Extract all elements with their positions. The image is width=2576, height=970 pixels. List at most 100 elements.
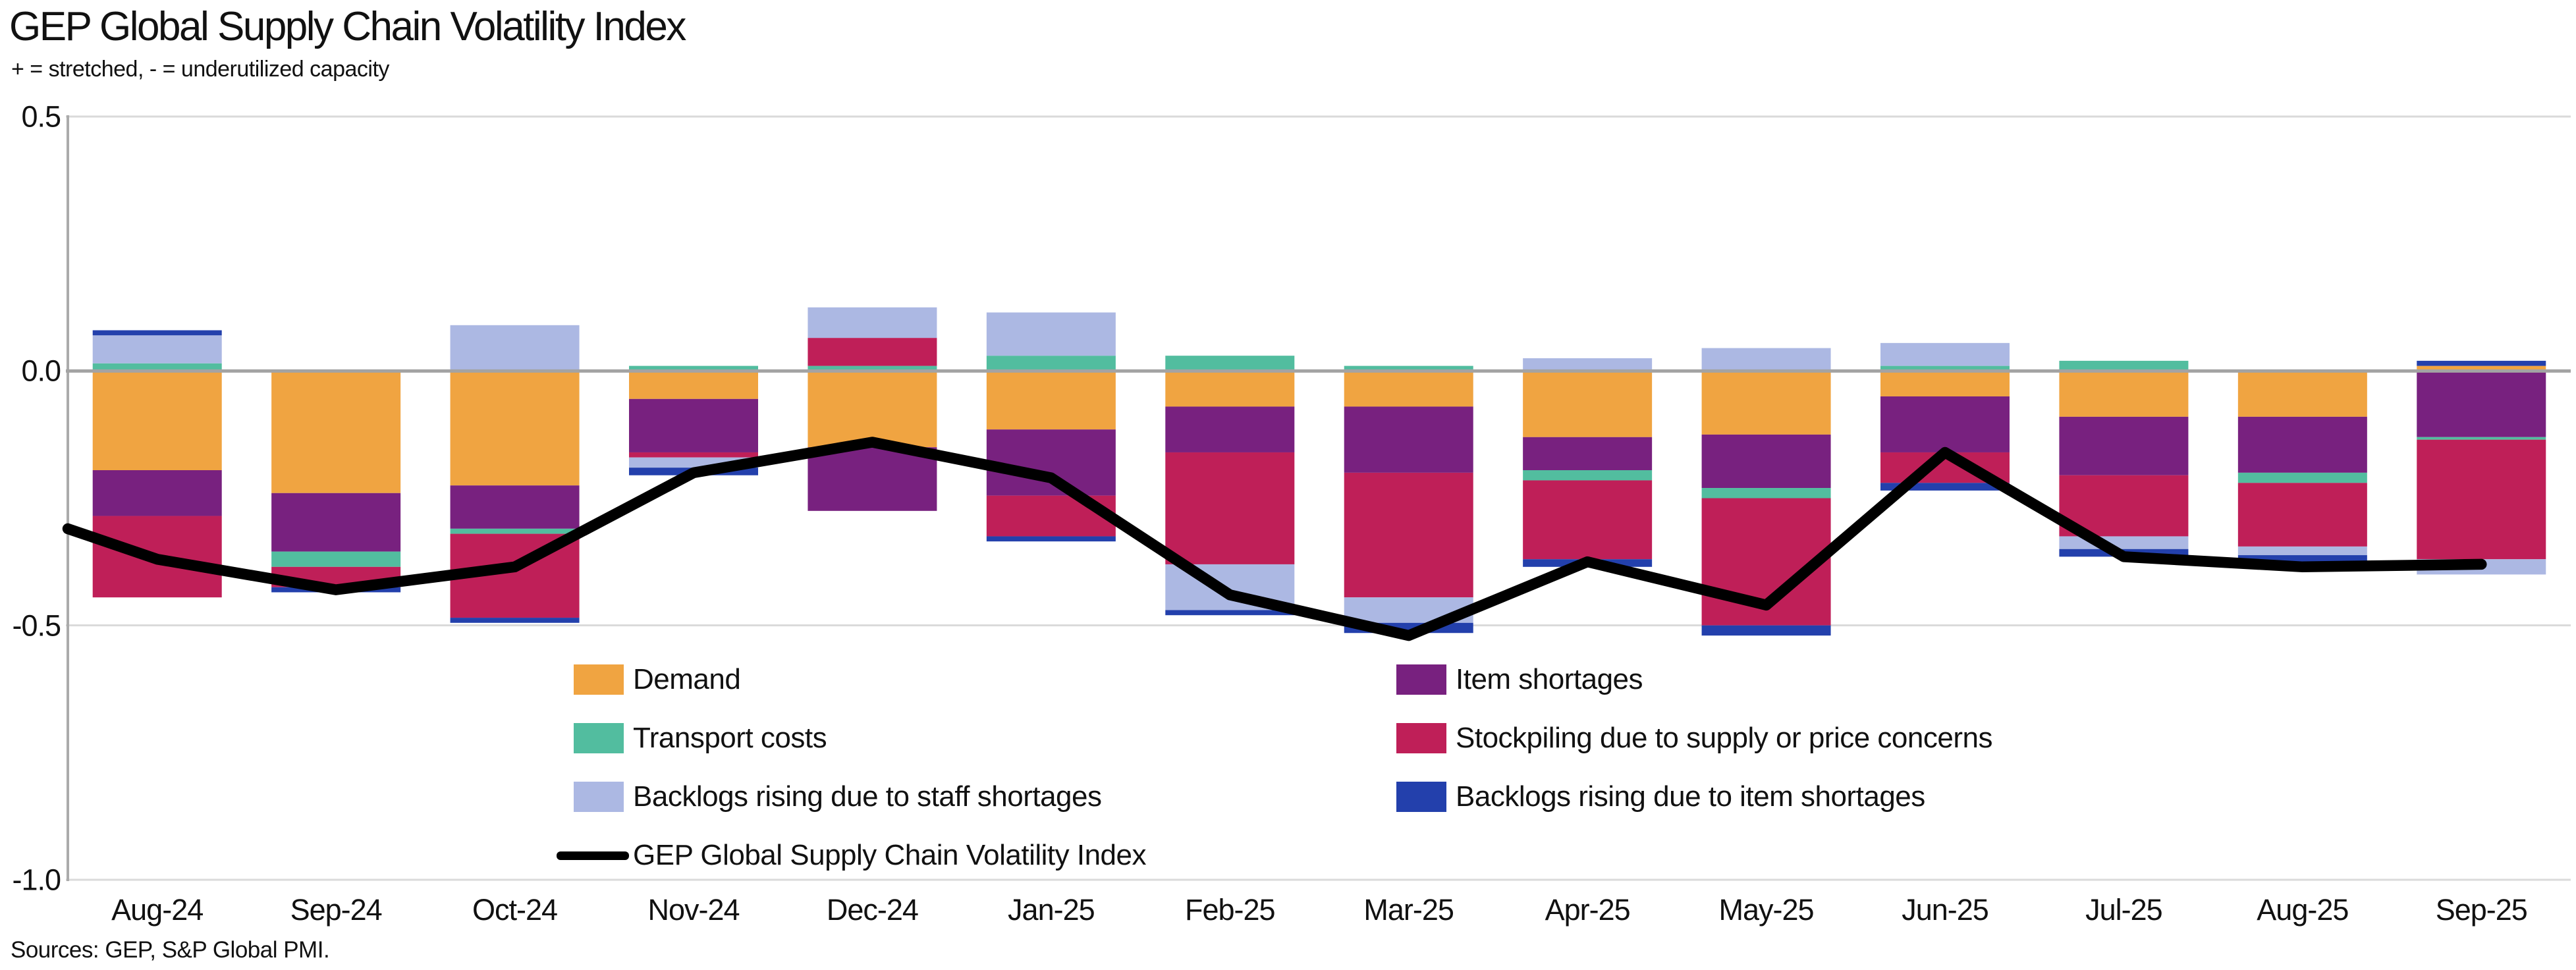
bar-segment-Oct-24-backlogs-rising-due-to-staff-shortages [450, 325, 580, 371]
legend-item-backlogs-item-shortages: Backlogs rising due to item shortages [1396, 781, 1925, 813]
bar-segment-Sep-25-demand [2417, 365, 2546, 371]
bar-segment-Sep-24-demand [271, 371, 401, 493]
x-tick-Aug-24: Aug-24 [111, 893, 204, 927]
bar-segment-Apr-25-demand [1523, 371, 1653, 437]
x-tick-Jul-25: Jul-25 [2085, 893, 2163, 927]
bar-segment-Oct-24-backlogs-rising-due-to-item-shortages [450, 618, 580, 623]
bar-segment-Oct-24-transport-costs [450, 528, 580, 534]
bar-segment-Oct-24-item-shortages [450, 485, 580, 529]
bar-segment-Dec-24-transport-costs [808, 365, 937, 371]
legend-label-gep-index-line: GEP Global Supply Chain Volatility Index [633, 839, 1146, 871]
legend-swatch-transport-costs-icon [574, 723, 624, 753]
sources-note: Sources: GEP, S&P Global PMI. [11, 937, 330, 963]
bar-segment-May-25-demand [1701, 371, 1831, 435]
y-tick-0.0: 0.0 [21, 354, 61, 388]
bar-segment-Jan-25-transport-costs [986, 356, 1116, 371]
x-tick-Mar-25: Mar-25 [1363, 893, 1454, 927]
bar-segment-Dec-24-backlogs-rising-due-to-staff-shortages [808, 307, 937, 338]
bar-segment-Jul-25-transport-costs [2059, 360, 2189, 371]
bar-segment-Jan-25-demand [986, 371, 1116, 430]
bar-segment-Dec-24-item-shortages [808, 447, 937, 511]
bar-segment-Mar-25-item-shortages [1344, 406, 1473, 473]
bar-segment-May-25-backlogs-rising-due-to-staff-shortages [1701, 348, 1831, 371]
y-tick--1.0: -1.0 [12, 863, 61, 897]
bar-segment-Nov-24-demand [629, 371, 758, 399]
bar-segment-Jan-25-backlogs-rising-due-to-item-shortages [986, 536, 1116, 542]
legend-item-stockpiling: Stockpiling due to supply or price conce… [1396, 722, 1992, 754]
x-tick-Sep-25: Sep-25 [2435, 893, 2528, 927]
legend-swatch-stockpiling-icon [1396, 723, 1446, 753]
bar-segment-Feb-25-backlogs-rising-due-to-item-shortages [1165, 610, 1295, 616]
bar-segment-Sep-24-item-shortages [271, 493, 401, 552]
bar-segment-Nov-24-item-shortages [629, 398, 758, 452]
x-tick-Apr-25: Apr-25 [1545, 893, 1631, 927]
legend-label-transport-costs: Transport costs [633, 722, 827, 754]
bar-segment-Apr-25-transport-costs [1523, 470, 1653, 481]
bar-segment-Aug-24-backlogs-rising-due-to-item-shortages [92, 330, 222, 336]
gep-index-line [62, 437, 2487, 641]
bar-segment-Mar-25-transport-costs [1344, 365, 1473, 371]
legend-label-item-shortages: Item shortages [1456, 663, 1643, 695]
x-tick-Aug-25: Aug-25 [2257, 893, 2349, 927]
legend-item-item-shortages: Item shortages [1396, 664, 1643, 695]
bar-segment-Dec-24-stockpiling-due-to-supply-or-price-concerns [808, 338, 937, 366]
bar-segment-Feb-25-demand [1165, 371, 1295, 407]
x-tick-Dec-24: Dec-24 [826, 893, 919, 927]
x-tick-Jun-25: Jun-25 [1902, 893, 1989, 927]
legend-item-backlogs-staff-shortages: Backlogs rising due to staff shortages [574, 781, 1102, 813]
bar-segment-Aug-25-demand [2237, 371, 2367, 417]
bar-segment-Nov-24-stockpiling-due-to-supply-or-price-concerns [629, 452, 758, 458]
legend-swatch-demand-icon [574, 664, 624, 695]
bar-segment-Jul-25-demand [2059, 371, 2189, 417]
x-tick-Sep-24: Sep-24 [290, 893, 383, 927]
bar-segment-Apr-25-backlogs-rising-due-to-staff-shortages [1523, 358, 1653, 371]
bar-segment-Sep-25-item-shortages [2417, 371, 2546, 437]
legend-label-backlogs-item-shortages: Backlogs rising due to item shortages [1456, 780, 1925, 813]
y-tick-0.5: 0.5 [21, 99, 61, 134]
bar-segment-Jun-25-transport-costs [1880, 365, 2010, 371]
bar-segment-Aug-25-stockpiling-due-to-supply-or-price-concerns [2237, 483, 2367, 547]
legend-item-gep-index-line: GEP Global Supply Chain Volatility Index [557, 840, 1146, 871]
x-tick-May-25: May-25 [1718, 893, 1815, 927]
legend-swatch-backlogs-item-shortages-icon [1396, 782, 1446, 812]
legend-label-demand: Demand [633, 663, 741, 695]
x-tick-Nov-24: Nov-24 [647, 893, 740, 927]
bar-segment-Jan-25-backlogs-rising-due-to-staff-shortages [986, 312, 1116, 356]
legend-label-stockpiling: Stockpiling due to supply or price conce… [1456, 722, 1992, 754]
bar-segment-Mar-25-stockpiling-due-to-supply-or-price-concerns [1344, 472, 1473, 598]
bar-segment-Mar-25-demand [1344, 371, 1473, 407]
page-subtitle: + = stretched, - = underutilized capacit… [11, 57, 389, 82]
bar-segment-May-25-transport-costs [1701, 488, 1831, 498]
bar-segment-Jun-25-backlogs-rising-due-to-item-shortages [1880, 483, 2010, 491]
bar-segment-Dec-24-demand [808, 371, 937, 448]
bar-segment-Oct-24-demand [450, 371, 580, 486]
bar-segment-Sep-25-transport-costs [2417, 437, 2546, 440]
bar-segment-Sep-25-stockpiling-due-to-supply-or-price-concerns [2417, 439, 2546, 560]
bar-segment-Apr-25-stockpiling-due-to-supply-or-price-concerns [1523, 480, 1653, 560]
legend-item-transport-costs: Transport costs [574, 722, 827, 754]
bar-segment-Aug-25-transport-costs [2237, 472, 2367, 483]
bar-segment-Feb-25-item-shortages [1165, 406, 1295, 452]
bar-segment-Sep-25-backlogs-rising-due-to-item-shortages [2417, 360, 2546, 366]
x-tick-Feb-25: Feb-25 [1184, 893, 1276, 927]
bar-segment-Aug-25-item-shortages [2237, 416, 2367, 473]
bar-segment-Aug-24-item-shortages [92, 470, 222, 516]
y-tick--0.5: -0.5 [12, 608, 61, 643]
page-title: GEP Global Supply Chain Volatility Index [9, 4, 686, 49]
bar-segment-Jun-25-item-shortages [1880, 396, 2010, 452]
x-tick-Jan-25: Jan-25 [1008, 893, 1095, 927]
bar-segment-May-25-backlogs-rising-due-to-item-shortages [1701, 625, 1831, 636]
bar-segment-Feb-25-transport-costs [1165, 356, 1295, 371]
legend-line-marker-icon [557, 851, 629, 860]
bar-segment-Feb-25-stockpiling-due-to-supply-or-price-concerns [1165, 452, 1295, 564]
legend-swatch-item-shortages-icon [1396, 664, 1446, 695]
legend-item-demand: Demand [574, 663, 741, 695]
bar-segment-May-25-item-shortages [1701, 434, 1831, 489]
bar-segment-Aug-24-transport-costs [92, 363, 222, 371]
bar-segment-Jan-25-item-shortages [986, 429, 1116, 496]
bar-segment-Apr-25-item-shortages [1523, 437, 1653, 471]
bar-segment-Aug-24-backlogs-rising-due-to-staff-shortages [92, 335, 222, 364]
bar-segment-Jun-25-backlogs-rising-due-to-staff-shortages [1880, 342, 2010, 366]
